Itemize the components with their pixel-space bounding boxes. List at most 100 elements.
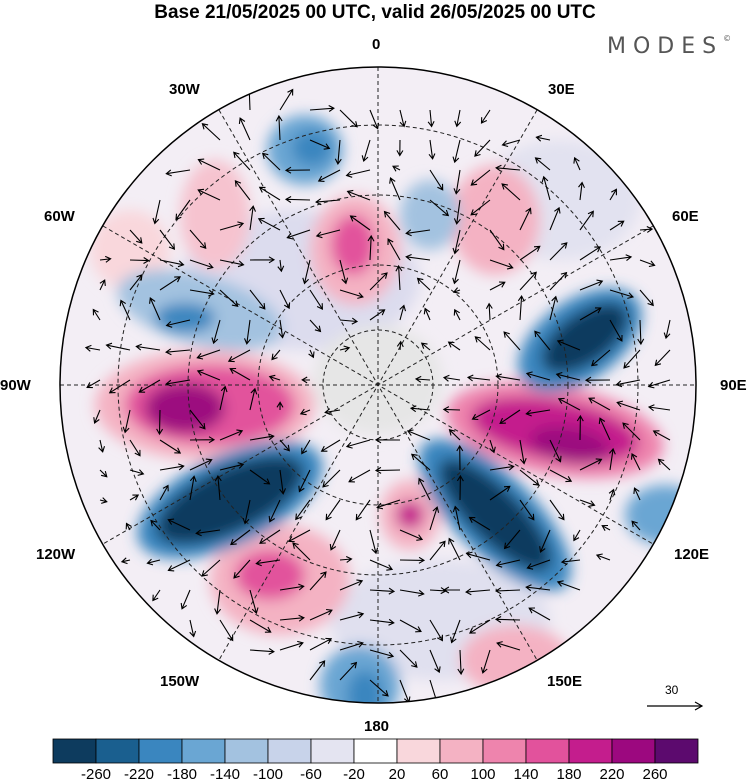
wind-arrow [230, 529, 251, 546]
wind-arrow [456, 474, 464, 501]
wind-arrow [255, 559, 281, 567]
lon-label-90e: 90E [720, 377, 747, 394]
lon-label-180: 180 [364, 718, 390, 735]
wind-arrow [526, 559, 551, 570]
lon-label-90w: 90W [0, 377, 31, 394]
wind-arrow [249, 289, 266, 310]
wind-arrow [135, 343, 161, 351]
wind-arrow [573, 156, 581, 171]
reference-vector-label: 30 [665, 683, 679, 697]
wind-arrow [555, 371, 581, 381]
wind-arrow [149, 297, 161, 321]
wind-arrow [242, 499, 251, 525]
wind-arrow [92, 308, 101, 321]
colorbar-swatch [353, 738, 398, 764]
wind-arrow [84, 344, 101, 352]
wind-arrow [197, 158, 221, 171]
wind-arrow [418, 477, 431, 501]
wind-arrow [519, 207, 532, 231]
wind-arrow [152, 589, 161, 602]
wind-arrow [195, 529, 221, 537]
map-title: Base 21/05/2025 00 UTC, valid 26/05/2025… [154, 2, 596, 23]
wind-arrow [279, 469, 287, 495]
wind-arrow [292, 542, 311, 561]
wind-arrow [119, 299, 131, 321]
wind-arrow [549, 439, 562, 463]
wind-arrow [279, 88, 294, 111]
colorbar-swatch [138, 738, 183, 764]
wind-arrow [639, 259, 656, 268]
wind-arrow [159, 229, 176, 251]
colorbar-tick-label: -260 [80, 766, 112, 783]
wind-arrow [525, 584, 551, 592]
wind-arrow [309, 571, 327, 591]
wind-arrow [165, 379, 191, 387]
wind-arrow [99, 255, 112, 263]
map-boundary [59, 66, 697, 704]
wind-arrow [165, 169, 191, 177]
wind-arrow [278, 319, 286, 339]
wind-arrow [410, 453, 431, 471]
wind-arrow [519, 469, 540, 486]
wind-arrow [345, 169, 371, 178]
wind-arrow [348, 469, 371, 483]
wind-arrow [609, 188, 617, 201]
wind-arrow [414, 375, 431, 383]
wind-arrow [429, 169, 444, 191]
colorbar-tick-label: 60 [431, 766, 449, 783]
wind-arrow [249, 387, 258, 411]
wind-arrow [159, 484, 169, 501]
wind-arrow [495, 559, 521, 568]
wind-arrow [219, 259, 245, 268]
wind-arrow [108, 379, 131, 394]
wind-arrow [489, 259, 514, 270]
wind-arrow [165, 348, 191, 356]
wind-arrow [99, 279, 106, 291]
lon-label-60w: 60W [44, 208, 75, 225]
wind-arrow [579, 307, 602, 321]
wind-arrow [519, 499, 535, 521]
wind-arrow [201, 122, 221, 141]
wind-arrow [652, 430, 671, 441]
wind-arrow [579, 279, 604, 291]
wind-arrow [609, 254, 633, 262]
wind-arrow [374, 466, 401, 474]
wind-arrow [99, 497, 108, 504]
wind-arrow [268, 499, 281, 523]
wind-arrow [452, 229, 461, 255]
colorbar-swatch [310, 738, 355, 764]
wind-arrow [405, 229, 431, 237]
wind-arrow [175, 199, 191, 221]
wind-arrow [238, 117, 251, 141]
colorbar-swatch [224, 738, 269, 764]
wind-arrow [471, 409, 491, 421]
wind-arrow [125, 522, 132, 531]
wind-arrow [480, 109, 491, 124]
wind-arrow [159, 259, 185, 268]
wind-arrow [339, 611, 365, 621]
wind-arrow [448, 537, 461, 561]
wind-arrow [429, 506, 440, 531]
colorbar-swatch [482, 738, 527, 764]
wind-arrow [598, 417, 611, 441]
wind-arrow [525, 371, 551, 381]
wind-arrow [339, 109, 358, 128]
wind-arrow [325, 499, 341, 521]
wind-arrow [219, 619, 234, 642]
wind-arrow [259, 529, 281, 544]
wind-arrow [557, 397, 581, 411]
wind-arrow [196, 349, 221, 360]
wind-arrow [219, 289, 239, 308]
wind-arrow [369, 559, 394, 571]
wind-arrow [339, 661, 358, 681]
wind-arrow [469, 619, 491, 634]
wind-arrow [549, 295, 559, 321]
wind-arrow [339, 556, 353, 563]
wind-arrow [122, 409, 131, 434]
wind-arrow [189, 458, 213, 471]
wind-arrow [442, 406, 461, 414]
wind-arrow [309, 319, 322, 333]
wind-arrow [129, 229, 143, 244]
wind-arrow [277, 259, 285, 273]
wind-arrow [420, 342, 431, 351]
